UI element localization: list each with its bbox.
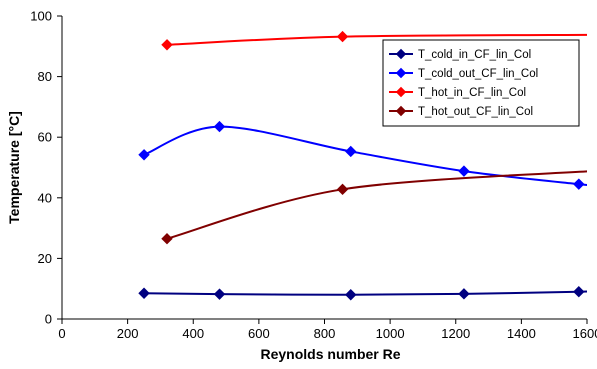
legend-label: T_cold_in_CF_lin_Col: [418, 49, 531, 61]
data-point: [138, 287, 150, 299]
x-tick-label: 0: [58, 326, 65, 341]
legend-box: [382, 39, 580, 127]
series-4: [161, 170, 587, 245]
y-axis-title: Temperature [°C]: [6, 111, 22, 224]
x-tick-label: 200: [117, 326, 139, 341]
x-tick-label: 1000: [376, 326, 405, 341]
y-tick-label: 40: [38, 190, 52, 205]
legend-label: T_cold_out_CF_lin_Col: [418, 68, 538, 80]
data-point: [573, 178, 585, 190]
data-point: [336, 30, 349, 43]
data-point: [458, 288, 470, 300]
legend-swatch-marker: [395, 86, 407, 98]
x-tick-label: 600: [248, 326, 270, 341]
x-tick-label: 1600: [573, 326, 597, 341]
legend: T_cold_in_CF_lin_Col T_cold_out_CF_lin_Co…: [382, 39, 580, 127]
x-tick-label: 400: [182, 326, 204, 341]
data-point: [138, 149, 150, 161]
data-point: [213, 288, 226, 300]
series-3: [161, 30, 587, 51]
legend-swatch-marker: [395, 48, 407, 60]
data-point: [161, 39, 173, 51]
series-1: [138, 286, 587, 301]
x-tick-label: 800: [314, 326, 336, 341]
series-line: [166, 170, 587, 240]
data-point: [345, 145, 357, 158]
y-tick-label: 20: [38, 251, 52, 266]
data-point: [161, 232, 173, 245]
legend-swatch-marker: [395, 105, 407, 117]
data-point: [345, 289, 357, 301]
x-tick-label: 1400: [507, 326, 536, 341]
legend-item: T_hot_out_CF_lin_Col: [389, 105, 533, 118]
legend-swatch-marker: [395, 67, 407, 79]
legend-item: T_cold_out_CF_lin_Col: [389, 67, 538, 80]
series-line: [166, 33, 587, 46]
data-point: [336, 183, 349, 196]
legend-label: T_hot_in_CF_lin_Col: [418, 87, 526, 99]
legend-label: T_hot_out_CF_lin_Col: [418, 106, 533, 118]
legend-item: T_hot_in_CF_lin_Col: [389, 86, 526, 99]
data-point: [213, 120, 226, 133]
y-tick-label: 60: [38, 130, 52, 145]
y-tick-label: 80: [38, 69, 52, 84]
data-point: [573, 286, 585, 298]
y-tick-label: 100: [30, 9, 52, 24]
series-layer: [138, 30, 587, 301]
x-axis-title: Reynolds number Re: [260, 346, 400, 362]
x-tick-label: 1200: [441, 326, 470, 341]
series-2: [138, 120, 587, 190]
legend-item: T_cold_in_CF_lin_Col: [389, 48, 531, 61]
data-point: [458, 165, 470, 177]
y-tick-label: 0: [45, 312, 52, 327]
